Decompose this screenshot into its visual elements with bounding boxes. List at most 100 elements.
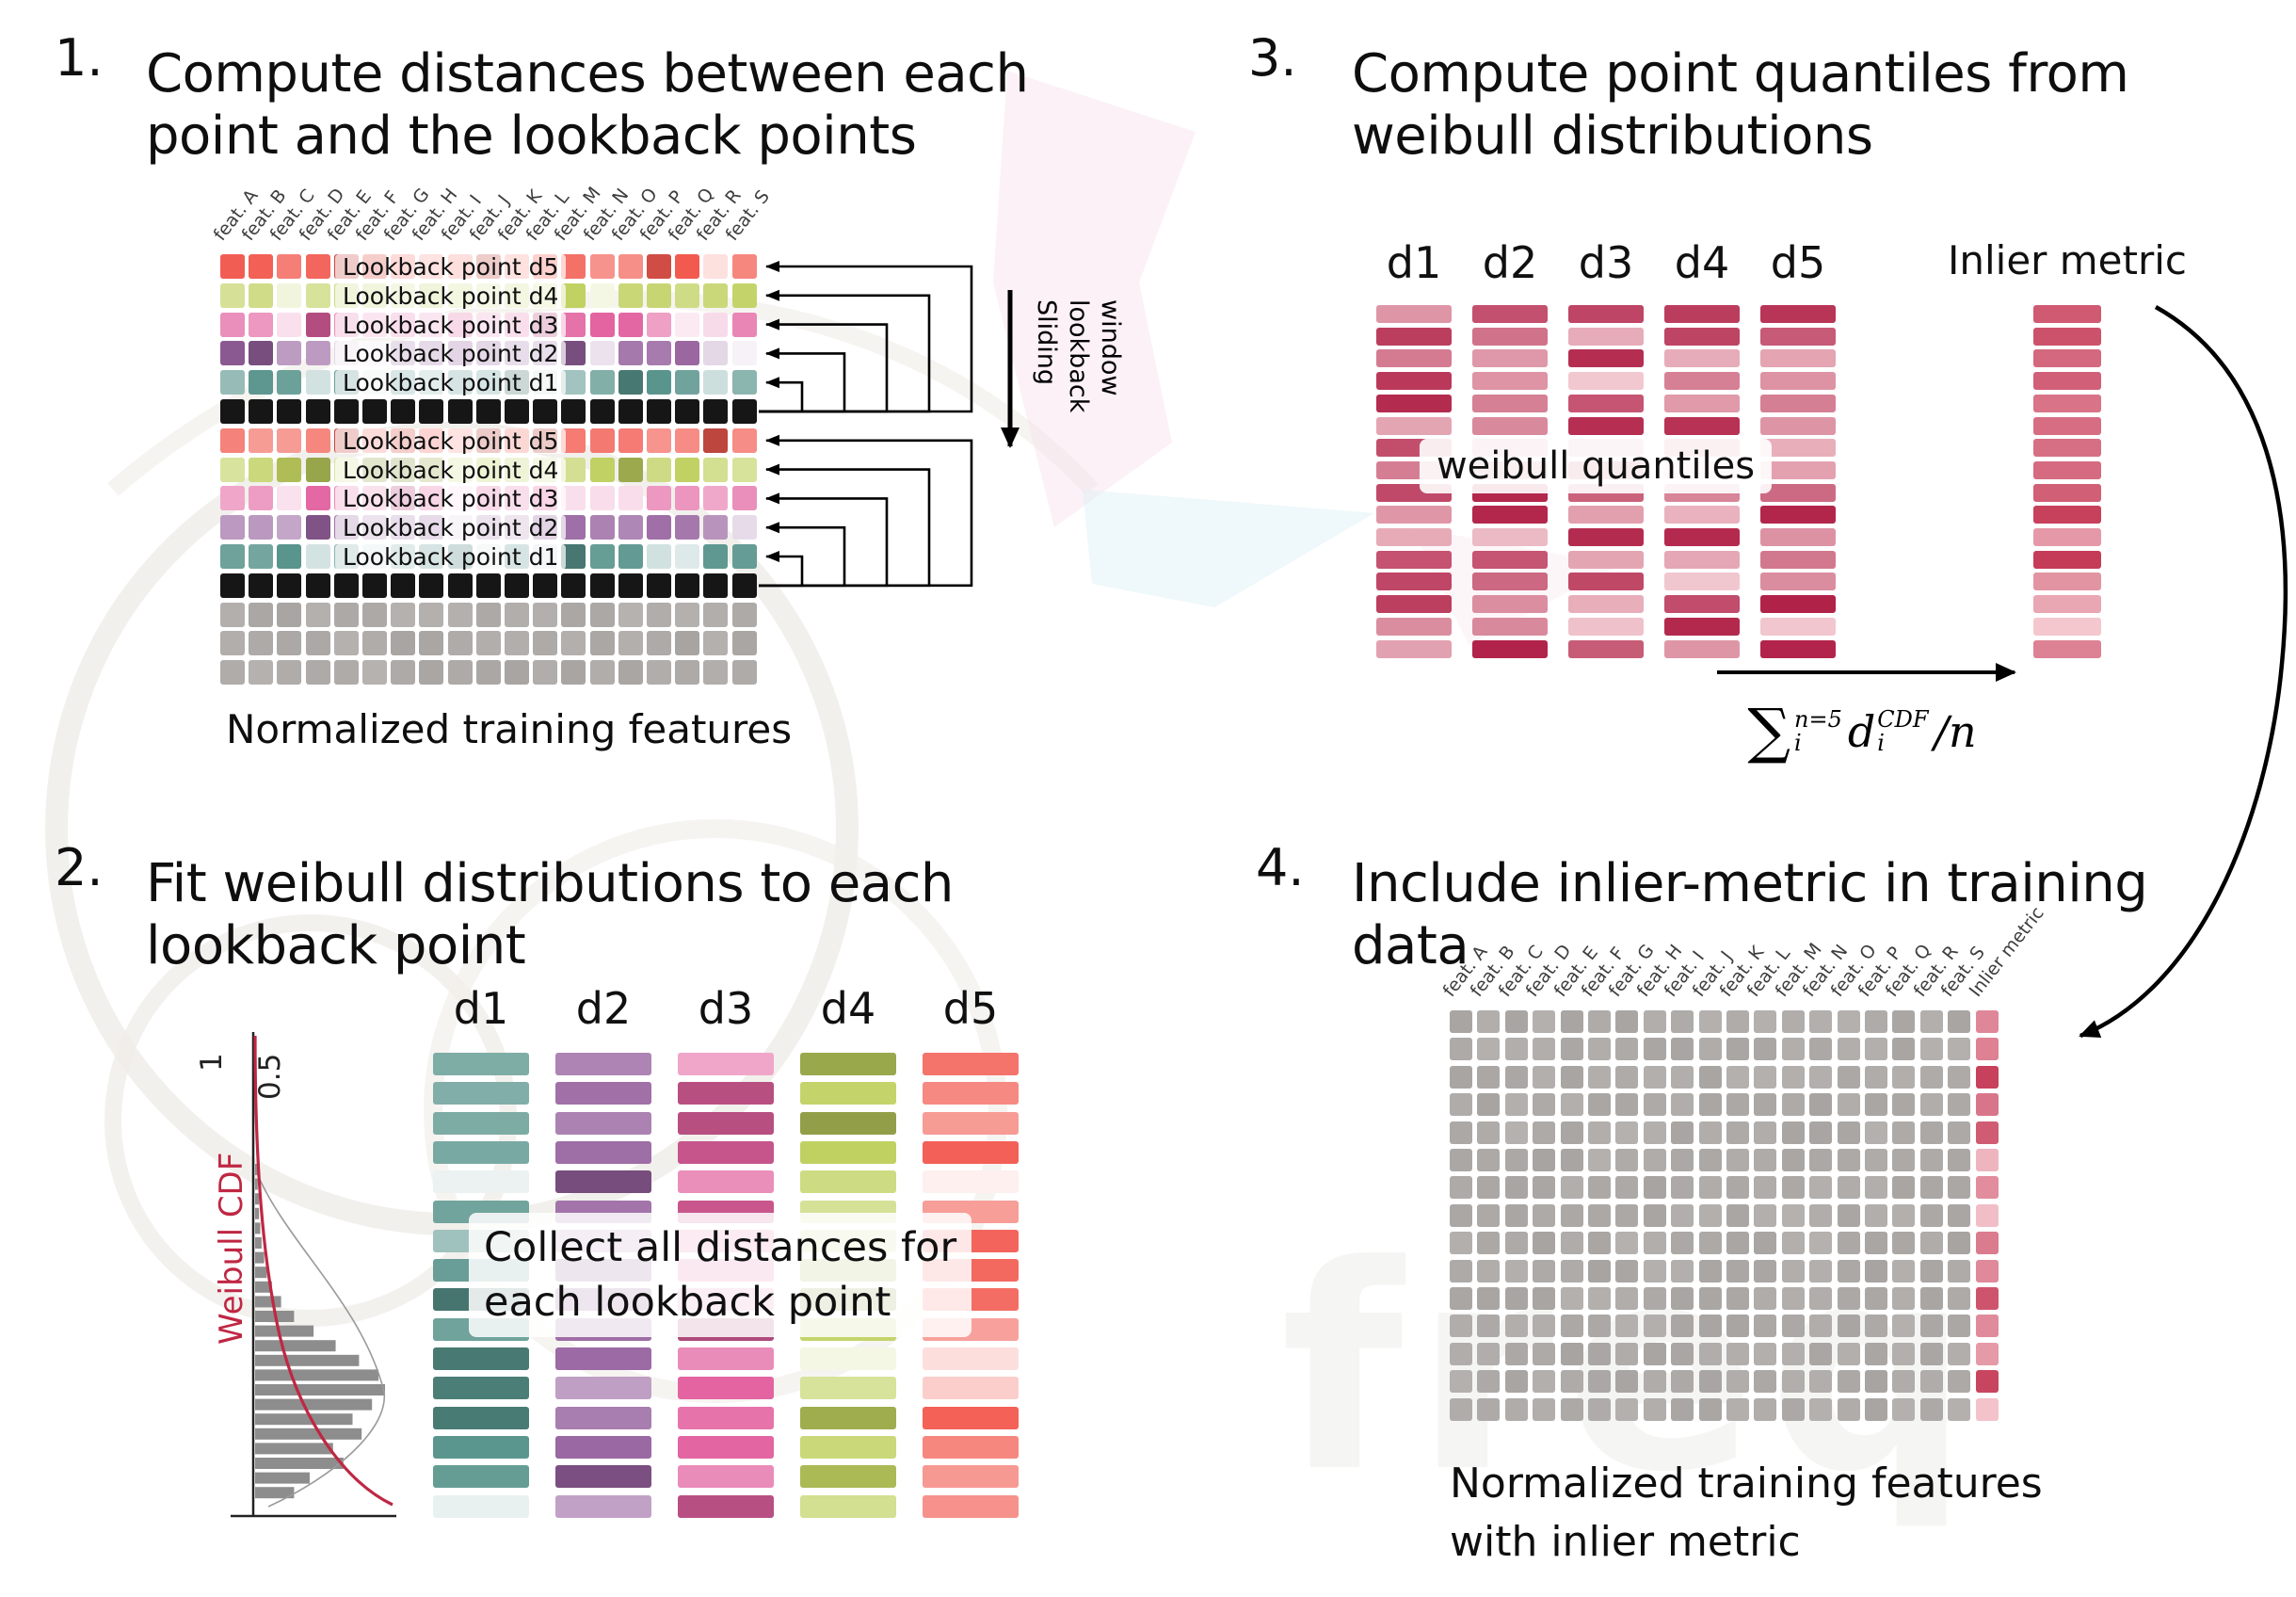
feature-cell — [1892, 1370, 1916, 1394]
feature-cell — [1615, 1203, 1639, 1227]
feature-cell — [731, 602, 757, 627]
feature-cell — [1698, 1370, 1722, 1394]
panel4-caption-line1: Normalized training features — [1450, 1460, 2043, 1508]
inlier-metric-cell — [1975, 1176, 1999, 1200]
quantile-bar — [1760, 394, 1836, 412]
lookback-row-label: Lookback point d3 — [335, 486, 567, 512]
distance-bar — [678, 1053, 774, 1075]
panel1-caption: Normalized training features — [226, 706, 793, 752]
feature-cell — [333, 631, 359, 656]
feature-cell — [703, 660, 729, 686]
feature-cell — [675, 399, 700, 424]
bracket-arrows — [759, 261, 973, 588]
feature-cell — [1643, 1315, 1666, 1338]
feature-cell — [1698, 1149, 1722, 1171]
feature-cell — [1781, 1093, 1805, 1117]
inlier-metric-bar — [2033, 617, 2101, 636]
feature-cell — [1671, 1397, 1694, 1421]
feature-cell — [277, 399, 302, 424]
feature-cell — [647, 486, 671, 511]
feature-cell — [362, 573, 387, 598]
feature-cell — [1754, 1259, 1777, 1282]
feature-cell — [249, 427, 274, 453]
quantile-bar — [1664, 327, 1740, 346]
inlier-metric-bar — [2033, 372, 2101, 391]
feature-cell — [1892, 1010, 1916, 1033]
feature-cell — [1698, 1203, 1722, 1227]
feature-cell — [647, 370, 671, 395]
quantile-formula: ∑ n=5 i d CDF i /n — [1747, 697, 1976, 766]
feature-cell — [447, 602, 473, 627]
feature-cell — [1781, 1287, 1805, 1310]
feature-cell — [305, 282, 330, 308]
feature-cell — [1643, 1093, 1666, 1117]
feature-cell — [703, 427, 729, 453]
feature-cell — [1809, 1093, 1833, 1117]
feature-cell — [1560, 1342, 1583, 1365]
feature-cell — [1504, 1315, 1528, 1338]
feature-cell — [589, 660, 615, 686]
feature-cell — [362, 660, 387, 686]
feature-cell — [249, 282, 274, 308]
histogram-bar — [255, 1207, 260, 1219]
feature-cell — [1477, 1342, 1501, 1365]
quantile-bar — [1472, 506, 1548, 524]
distance-bar — [800, 1494, 896, 1518]
histogram-bar — [255, 1458, 344, 1469]
feature-cell — [561, 631, 586, 656]
feature-cell — [220, 457, 245, 482]
feature-cell — [1615, 1342, 1639, 1365]
quantile-bar — [1472, 528, 1548, 546]
feature-cell — [589, 282, 615, 308]
inlier-metric-cell — [1975, 1093, 1999, 1117]
quantile-bar — [1376, 550, 1452, 569]
feature-cell — [1450, 1176, 1472, 1200]
feature-cell — [589, 370, 615, 395]
feature-cell — [675, 341, 700, 366]
histogram-bar — [255, 1398, 373, 1411]
feature-cell — [561, 602, 586, 627]
feature-cell — [1837, 1232, 1860, 1255]
inlier-metric-cell — [1975, 1232, 1999, 1255]
feature-cell — [1948, 1176, 1971, 1200]
quantile-bar — [1760, 439, 1836, 458]
feature-cell — [1837, 1397, 1860, 1421]
inlier-metric-cell — [1975, 1342, 1999, 1365]
feature-cell — [1754, 1342, 1777, 1365]
feature-cell — [1533, 1315, 1556, 1338]
histogram-bar — [255, 1251, 265, 1264]
feature-cell — [675, 282, 700, 308]
feature-cell — [1892, 1038, 1916, 1061]
feature-cell — [1477, 1149, 1501, 1171]
quantile-bar — [1568, 416, 1644, 435]
inlier-metric-cell — [1975, 1315, 1999, 1338]
feature-cell — [1892, 1342, 1916, 1365]
feature-cell — [447, 631, 473, 656]
feature-cell — [305, 573, 330, 598]
feature-cell — [561, 660, 586, 686]
feature-cell — [1504, 1093, 1528, 1117]
feature-cell — [731, 399, 757, 424]
feature-cell — [1504, 1065, 1528, 1089]
feature-cell — [1560, 1232, 1583, 1255]
inlier-metric-bar — [2033, 460, 2101, 479]
feature-cell — [220, 282, 245, 308]
feature-cell — [220, 486, 245, 511]
feature-cell — [1948, 1203, 1971, 1227]
feature-cell — [1919, 1370, 1943, 1394]
feature-cell — [1533, 1203, 1556, 1227]
feature-cell — [1781, 1370, 1805, 1394]
feature-cell — [731, 573, 757, 598]
feature-cell — [589, 544, 615, 569]
feature-cell — [1615, 1121, 1639, 1144]
histogram-bar — [255, 1340, 336, 1352]
feature-cell — [1504, 1121, 1528, 1144]
feature-cell — [1477, 1315, 1501, 1338]
feature-cell — [1504, 1010, 1528, 1033]
distance-bar — [923, 1140, 1019, 1164]
feature-cell — [1615, 1370, 1639, 1394]
feature-cell — [1588, 1065, 1611, 1089]
feature-cell — [1504, 1342, 1528, 1365]
feature-cell — [1588, 1176, 1611, 1200]
feature-cell — [1450, 1315, 1472, 1338]
